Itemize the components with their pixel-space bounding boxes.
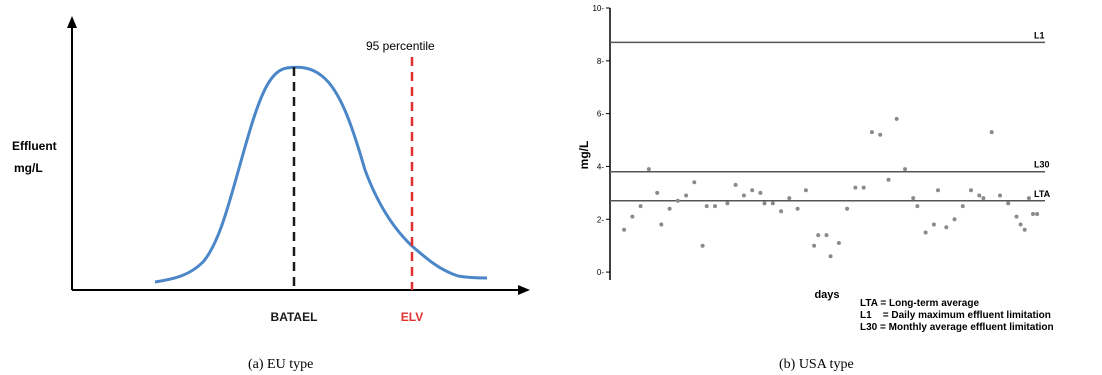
usa-xlabel: days	[814, 289, 839, 301]
usa-data-point	[931, 222, 936, 227]
usa-tick-label: 0-	[597, 268, 604, 277]
usa-data-point	[733, 182, 738, 187]
usa-legend-lta: LTA = Long-term average	[860, 298, 979, 309]
usa-data-point	[741, 193, 746, 198]
usa-tick-label: 10-	[592, 4, 604, 13]
usa-data-point	[795, 206, 800, 211]
usa-data-point	[803, 188, 808, 193]
usa-data-point	[659, 222, 664, 227]
usa-legend-l1: L1 = Daily maximum effluent limitation	[860, 310, 1051, 321]
usa-data-point	[700, 243, 705, 248]
usa-data-point	[638, 204, 643, 209]
eu-distribution-curve	[154, 65, 488, 284]
usa-data-point	[622, 227, 627, 232]
usa-tick-label: 6-	[597, 110, 604, 119]
usa-data-point	[770, 201, 775, 206]
usa-data-point	[936, 188, 940, 193]
usa-reference-lines: L1 L30 LTA	[610, 30, 1051, 202]
usa-data-point	[952, 217, 957, 222]
usa-data-point	[853, 185, 858, 190]
usa-data-point	[779, 209, 784, 214]
usa-data-point	[812, 243, 817, 248]
elv-label: ELV	[401, 310, 423, 324]
reference-label-l1: L1	[1034, 30, 1045, 40]
usa-data-point	[1018, 222, 1023, 227]
caption-usa: (b) USA type	[779, 357, 854, 372]
usa-data-point	[630, 214, 635, 219]
usa-data-point	[845, 206, 850, 211]
eu-y-axis-arrow	[67, 16, 77, 28]
usa-data-point	[1014, 214, 1019, 219]
usa-data-point	[886, 177, 891, 182]
percentile-annotation: 95 percentile	[366, 39, 435, 53]
usa-data-point	[750, 188, 755, 193]
usa-data-point	[944, 225, 949, 230]
usa-data-point	[1026, 196, 1031, 201]
usa-data-point	[903, 167, 907, 172]
usa-data-point	[911, 196, 916, 201]
usa-chart: 0- 2- 4- 6- 8- 10- L1 L30 LTA mg/L days LTA = L…	[577, 4, 1054, 333]
usa-data-point	[704, 204, 709, 209]
eu-ylabel-line1: Effluent	[12, 139, 57, 153]
usa-data-point	[675, 198, 680, 203]
caption-eu: (a) EU type	[248, 357, 313, 372]
usa-data-point	[861, 185, 866, 190]
usa-data-point	[1006, 201, 1011, 206]
usa-data-points	[622, 116, 1040, 259]
usa-data-point	[713, 204, 717, 209]
bataal-label: BATAEL	[271, 310, 318, 324]
usa-data-point	[646, 167, 651, 172]
usa-data-point	[692, 180, 697, 185]
usa-data-point	[762, 201, 767, 206]
usa-data-point	[836, 241, 841, 245]
usa-data-point	[787, 196, 792, 201]
eu-x-axis-arrow	[518, 285, 530, 295]
usa-data-point	[684, 193, 689, 198]
usa-data-point	[828, 254, 833, 259]
reference-label-l30: L30	[1034, 160, 1050, 170]
usa-data-point	[923, 230, 928, 235]
usa-data-point	[998, 193, 1002, 198]
reference-label-lta: LTA	[1034, 189, 1051, 199]
usa-data-point	[869, 130, 874, 135]
usa-data-point	[969, 188, 973, 193]
usa-data-point	[725, 201, 730, 206]
usa-tick-label: 8-	[597, 57, 604, 66]
usa-data-point	[667, 206, 672, 211]
usa-tick-label: 2-	[597, 215, 604, 224]
usa-data-point	[758, 190, 763, 195]
usa-data-point	[989, 130, 994, 135]
eu-ylabel-line2: mg/L	[14, 161, 43, 175]
usa-data-point	[894, 116, 899, 121]
usa-data-point	[824, 233, 829, 238]
usa-data-point	[960, 204, 965, 209]
usa-data-point	[816, 233, 821, 238]
usa-legend-l30: L30 = Monthly average effluent limitatio…	[860, 322, 1054, 333]
usa-y-ticks: 0- 2- 4- 6- 8- 10-	[592, 4, 610, 277]
usa-data-point	[915, 204, 920, 209]
usa-ylabel: mg/L	[577, 141, 591, 170]
usa-data-point	[1022, 227, 1027, 232]
usa-data-point	[655, 190, 660, 195]
usa-data-point	[981, 196, 986, 201]
eu-chart: 95 percentile Effluent mg/L BATAEL ELV	[12, 16, 530, 324]
usa-data-point	[1035, 212, 1040, 216]
usa-data-point	[1031, 212, 1035, 216]
usa-data-point	[977, 193, 982, 198]
usa-tick-label: 4-	[597, 162, 604, 171]
usa-data-point	[878, 132, 883, 137]
